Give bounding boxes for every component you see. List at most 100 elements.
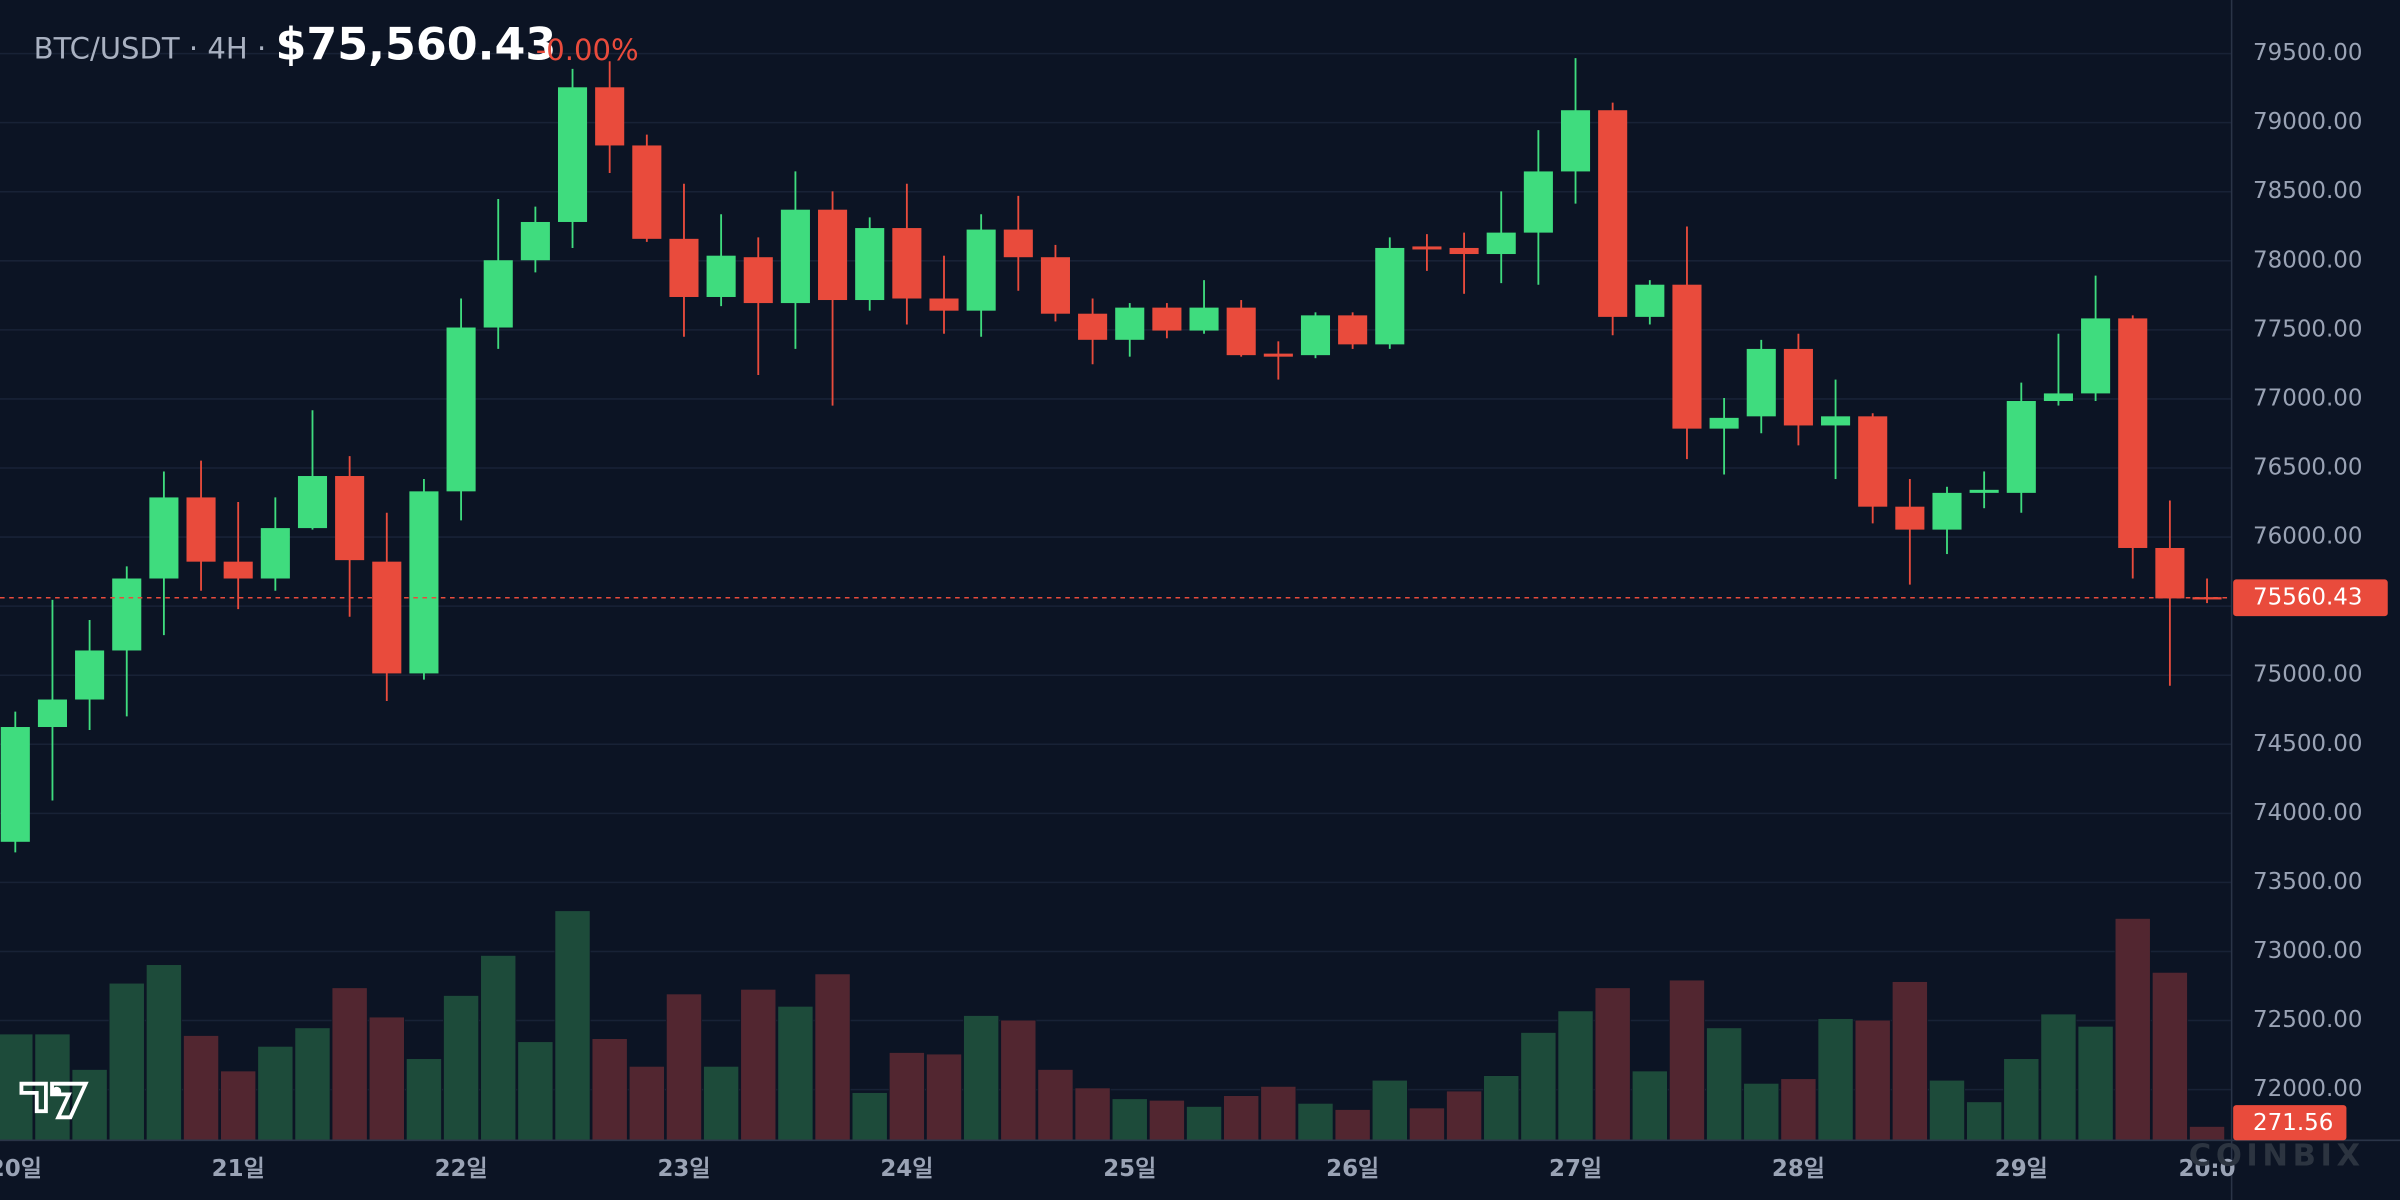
y-tick-label: 79000.00	[2253, 109, 2362, 135]
y-tick-label: 72500.00	[2253, 1007, 2362, 1033]
y-tick-label: 74500.00	[2253, 731, 2362, 757]
x-tick-label: 23일	[657, 1156, 710, 1182]
last-price-box	[2233, 579, 2388, 617]
last-volume-label: 271.56	[2253, 1110, 2333, 1136]
y-tick-label: 73500.00	[2253, 869, 2362, 895]
candle-body	[2081, 318, 2111, 394]
x-tick-label: 20:0	[2179, 1156, 2236, 1182]
x-tick-label: 24일	[880, 1156, 933, 1182]
candle-body	[1858, 416, 1888, 507]
candle-body	[483, 260, 513, 328]
candle-body	[966, 229, 996, 311]
volume-bar	[1223, 1095, 1260, 1141]
candle-body	[2043, 393, 2073, 402]
candle-body	[2118, 318, 2148, 548]
volume-bar	[145, 964, 182, 1141]
volume-bar	[703, 1065, 740, 1141]
volume-bar	[294, 1027, 331, 1141]
volume-bar	[108, 982, 145, 1141]
volume-bar	[1148, 1099, 1185, 1141]
volume-bar	[1037, 1069, 1074, 1141]
volume-bar	[443, 995, 480, 1141]
candle-body	[892, 228, 922, 299]
candle-body	[112, 578, 142, 651]
x-tick-label: 21일	[212, 1156, 265, 1182]
candle-body	[1189, 307, 1219, 331]
volume-bar	[1334, 1109, 1371, 1141]
candle-body	[2155, 547, 2185, 599]
candle-body	[706, 255, 736, 297]
volume-bar	[331, 987, 368, 1141]
x-tick-label: 27일	[1549, 1156, 1602, 1182]
volume-bar	[1111, 1098, 1148, 1141]
candle-body	[0, 727, 30, 842]
volume-bar	[1891, 981, 1928, 1141]
candle-body	[446, 327, 476, 492]
volume-bar	[405, 1058, 442, 1141]
candle-body	[818, 209, 848, 301]
volume-bar	[554, 910, 591, 1141]
last-price-label: 75560.43	[2253, 584, 2362, 610]
candle-body	[1486, 232, 1516, 255]
symbol: BTC/USDT · 4H ·	[34, 32, 267, 66]
volume-bar	[1631, 1070, 1668, 1141]
candle-body	[1635, 284, 1665, 317]
candle-body	[1746, 348, 1776, 417]
volume-bar	[1371, 1079, 1408, 1141]
candle-body	[1709, 417, 1739, 429]
volume-bar	[591, 1038, 628, 1141]
volume-bar	[1520, 1032, 1557, 1141]
volume-bar	[183, 1035, 220, 1141]
candle-body	[1300, 315, 1331, 356]
volume-bar	[777, 1005, 814, 1141]
volume-bar	[1817, 1018, 1854, 1141]
y-tick-label: 73000.00	[2253, 938, 2362, 964]
axis-layer: 72000.00 72500.00 73000.00 73500.00 74000.00…	[0, 40, 2388, 1182]
candle-body	[1821, 416, 1851, 426]
candle-body	[855, 228, 885, 301]
volume-bar	[888, 1052, 925, 1141]
volume-bar	[2040, 1013, 2077, 1141]
volume-bar	[480, 955, 517, 1141]
volume-bar	[1483, 1075, 1520, 1141]
y-tick-label: 77000.00	[2253, 385, 2362, 411]
logo-mark	[19, 1081, 89, 1120]
candle-body	[1932, 492, 1962, 530]
y-tick-label: 79500.00	[2253, 40, 2362, 66]
volume-bar	[220, 1070, 257, 1141]
candle-body	[1672, 284, 1702, 429]
candle-body	[1263, 353, 1293, 357]
volume-bar	[1074, 1087, 1111, 1141]
y-tick-label: 74000.00	[2253, 800, 2362, 826]
volume-bar	[1446, 1090, 1483, 1141]
volume-bar	[2151, 971, 2188, 1141]
y-tick-label: 75000.00	[2253, 662, 2362, 688]
volume-bar	[814, 973, 851, 1141]
y-tick-label: 78500.00	[2253, 178, 2362, 204]
x-tick-label: 25일	[1103, 1156, 1156, 1182]
candle-body	[520, 221, 550, 261]
candle-body	[37, 699, 67, 728]
volume-bar	[2114, 918, 2151, 1141]
x-tick-label: 26일	[1326, 1156, 1379, 1182]
change: -0.00%	[536, 33, 639, 67]
volume-bar	[0, 1033, 34, 1141]
candle-body	[780, 209, 810, 304]
logo	[19, 1081, 89, 1120]
volume-bar	[1668, 979, 1705, 1141]
last-volume-box	[2233, 1105, 2347, 1141]
watermark: COINBIX	[2189, 1139, 2365, 1174]
candle-body	[1338, 315, 1368, 345]
volume-bar	[1260, 1085, 1297, 1141]
x-tick-label: 22일	[435, 1156, 488, 1182]
volume-bar	[665, 993, 702, 1141]
volume-bar	[1966, 1101, 2003, 1141]
candle-body	[1523, 171, 1553, 233]
volume-bar	[1594, 987, 1631, 1141]
candle-body	[1040, 257, 1070, 314]
volume-bar	[257, 1045, 294, 1141]
volume-bar	[1186, 1106, 1223, 1141]
candle-body	[149, 497, 179, 579]
